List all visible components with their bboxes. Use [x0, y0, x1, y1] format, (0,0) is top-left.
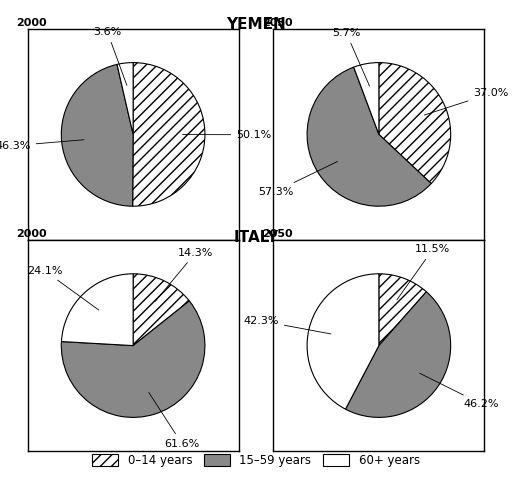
Text: 2000: 2000	[16, 18, 47, 28]
Wedge shape	[61, 274, 133, 346]
Text: YEMEN: YEMEN	[226, 17, 286, 32]
Wedge shape	[61, 301, 205, 418]
Text: 57.3%: 57.3%	[258, 161, 337, 196]
Wedge shape	[117, 62, 133, 134]
Wedge shape	[379, 62, 451, 183]
Text: 2050: 2050	[262, 229, 293, 239]
Wedge shape	[307, 67, 431, 206]
Text: ITALY: ITALY	[233, 230, 279, 245]
Text: 61.6%: 61.6%	[149, 393, 200, 449]
Text: 37.0%: 37.0%	[424, 88, 509, 115]
Text: 3.6%: 3.6%	[93, 27, 127, 85]
Wedge shape	[61, 64, 133, 206]
Text: 42.3%: 42.3%	[243, 316, 331, 334]
Text: 46.3%: 46.3%	[0, 140, 84, 151]
Wedge shape	[346, 292, 451, 418]
Text: 11.5%: 11.5%	[397, 244, 451, 300]
Text: 5.7%: 5.7%	[332, 28, 370, 86]
Wedge shape	[307, 274, 379, 409]
Wedge shape	[354, 62, 379, 134]
Text: 14.3%: 14.3%	[155, 248, 214, 301]
Wedge shape	[133, 274, 189, 346]
Text: 46.2%: 46.2%	[420, 373, 499, 409]
Wedge shape	[379, 274, 426, 346]
Text: 2000: 2000	[16, 229, 47, 239]
Text: 24.1%: 24.1%	[27, 266, 99, 310]
Text: 2050: 2050	[262, 18, 293, 28]
Text: 50.1%: 50.1%	[183, 130, 271, 140]
Legend: 0–14 years, 15–59 years, 60+ years: 0–14 years, 15–59 years, 60+ years	[88, 449, 424, 472]
Wedge shape	[133, 62, 205, 206]
